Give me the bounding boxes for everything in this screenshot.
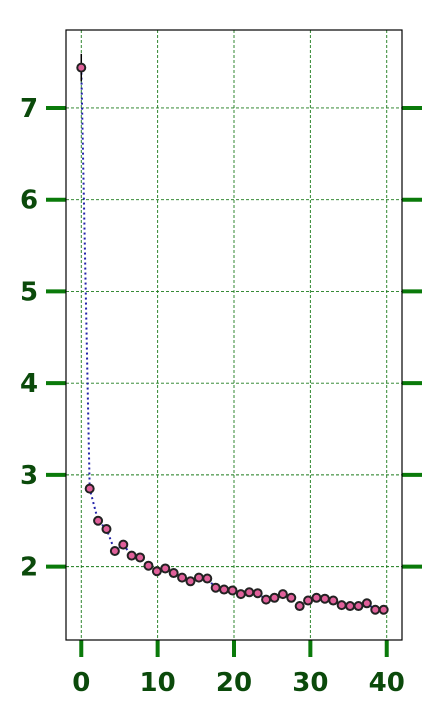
data-point — [76, 62, 87, 73]
data-point — [84, 483, 95, 494]
data-point — [185, 576, 196, 587]
x-tick-label: 10 — [140, 668, 176, 698]
data-point — [126, 550, 137, 561]
data-point — [235, 589, 246, 600]
data-point — [370, 604, 381, 615]
data-point — [93, 515, 104, 526]
data-point — [328, 595, 339, 606]
data-point — [294, 601, 305, 612]
data-point — [193, 572, 204, 583]
data-series — [76, 53, 389, 615]
data-point — [252, 588, 263, 599]
data-point — [277, 589, 288, 600]
data-point — [378, 604, 389, 615]
y-tick-label: 4 — [20, 369, 38, 399]
data-point — [361, 598, 372, 609]
data-point — [319, 593, 330, 604]
grid-lines — [66, 30, 402, 640]
y-tick-label: 2 — [20, 553, 38, 583]
tick-labels: 0 10 20 30 40 2 3 4 5 6 7 — [20, 94, 405, 698]
data-point — [345, 601, 356, 612]
x-tick-label: 0 — [72, 668, 90, 698]
data-point — [269, 592, 280, 603]
data-point — [303, 595, 314, 606]
data-point — [151, 566, 162, 577]
plot-frame — [65, 29, 403, 641]
axis-ticks — [46, 105, 422, 657]
data-point — [118, 539, 129, 550]
data-point — [336, 600, 347, 611]
data-point — [202, 573, 213, 584]
data-point — [168, 568, 179, 579]
data-point — [101, 524, 112, 535]
data-point — [160, 563, 171, 574]
data-point — [311, 592, 322, 603]
data-point — [353, 601, 364, 612]
y-tick-label: 3 — [20, 461, 38, 491]
x-tick-label: 30 — [292, 668, 328, 698]
data-point — [177, 572, 188, 583]
data-point — [244, 587, 255, 598]
y-tick-label: 6 — [20, 186, 38, 216]
data-point — [227, 585, 238, 596]
data-point — [135, 552, 146, 563]
x-tick-label: 20 — [216, 668, 252, 698]
series-line — [80, 67, 384, 611]
x-tick-label: 40 — [369, 668, 405, 698]
y-tick-label: 5 — [20, 277, 38, 307]
data-point — [109, 546, 120, 557]
data-point — [286, 592, 297, 603]
y-tick-label: 7 — [20, 94, 38, 124]
data-point — [219, 584, 230, 595]
data-point — [143, 560, 154, 571]
data-point — [210, 582, 221, 593]
data-point — [261, 594, 272, 605]
